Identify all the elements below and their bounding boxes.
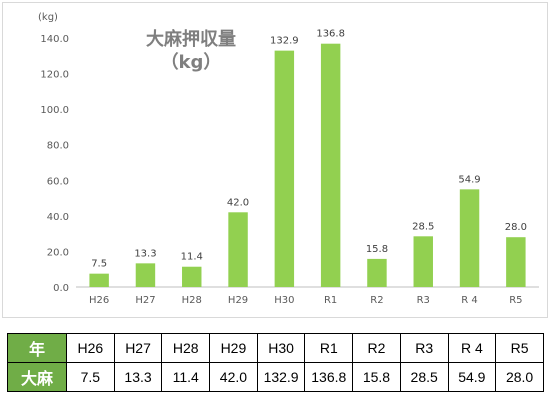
table-cell-value: 15.8 (352, 362, 401, 392)
x-tick-label: H28 (182, 295, 202, 306)
table-cell-year: H28 (161, 333, 211, 363)
x-tick-label: R1 (324, 295, 337, 306)
y-axis-unit-label: (kg) (38, 12, 58, 23)
table-cell-year: R2 (352, 333, 401, 363)
table-cell-year: H30 (256, 333, 306, 363)
data-label: 13.3 (134, 248, 156, 259)
x-tick-label: H26 (89, 295, 109, 306)
bar (506, 237, 526, 287)
table-cell-value: 28.0 (495, 362, 544, 392)
table-row-years: 年 H26 H27 H28 H29 H30 R1 R2 R3 R 4 R5 (7, 333, 544, 363)
bar (135, 263, 156, 287)
bar (320, 43, 341, 287)
data-table: 年 H26 H27 H28 H29 H30 R1 R2 R3 R 4 R5 大麻… (7, 333, 544, 392)
data-label: 15.8 (366, 244, 388, 255)
table-cell-year: H29 (209, 333, 258, 363)
x-tick-label: R5 (509, 295, 522, 306)
table-cell-value: 136.8 (304, 362, 354, 392)
data-label: 42.0 (227, 197, 249, 208)
bar (413, 236, 433, 287)
bar (182, 266, 202, 287)
x-tick-label: H29 (228, 295, 248, 306)
bar (228, 212, 248, 287)
data-label: 11.4 (181, 252, 203, 263)
table-cell-value: 132.9 (256, 362, 306, 392)
table-header-cannabis: 大麻 (7, 362, 67, 392)
chart-title: 大麻押収量 (146, 28, 236, 50)
table-cell-value: 42.0 (209, 362, 258, 392)
y-tick-label: 40.0 (47, 212, 69, 223)
table-cell-value: 28.5 (399, 362, 449, 392)
data-label: 136.8 (316, 29, 345, 40)
table-cell-value: 13.3 (113, 362, 163, 392)
data-label: 132.9 (270, 36, 299, 47)
table-cell-value: 54.9 (447, 362, 497, 392)
y-tick-label: 60.0 (47, 176, 69, 187)
table-cell-year: R 4 (447, 333, 497, 363)
x-tick-label: H27 (135, 295, 155, 306)
bar (367, 258, 387, 287)
x-tick-label: R3 (417, 295, 430, 306)
table-cell-value: 11.4 (161, 362, 211, 392)
bar (274, 50, 295, 288)
table-row-cannabis: 大麻 7.5 13.3 11.4 42.0 132.9 136.8 15.8 2… (7, 362, 544, 392)
data-label: 28.0 (505, 222, 527, 233)
table-cell-year: R3 (399, 333, 449, 363)
chart-title-unit: （kg） (161, 52, 222, 73)
data-label: 54.9 (458, 174, 480, 185)
y-tick-label: 120.0 (40, 70, 69, 81)
y-tick-label: 80.0 (47, 141, 69, 152)
table-cell-year: H26 (66, 333, 115, 363)
bar-chart: (kg) 0.0 20.0 40.0 60.0 80.0 100.0 120.0 140.0 7.… (38, 12, 539, 306)
table-cell-year: R5 (495, 333, 544, 363)
x-tick-label: R 4 (461, 295, 478, 306)
table-cell-year: R1 (304, 333, 354, 363)
y-tick-label: 0.0 (53, 283, 69, 294)
chart-panel: (kg) 0.0 20.0 40.0 60.0 80.0 100.0 120.0 140.0 7.… (2, 2, 548, 318)
y-tick-label: 100.0 (40, 105, 69, 116)
data-label: 28.5 (412, 221, 434, 232)
data-label: 7.5 (91, 259, 107, 270)
table-header-year: 年 (7, 333, 67, 363)
bar (459, 189, 480, 287)
x-tick-label: H30 (274, 295, 294, 306)
bar (89, 273, 109, 287)
x-tick-label: R2 (370, 295, 383, 306)
y-tick-label: 140.0 (40, 34, 69, 45)
table-cell-value: 7.5 (66, 362, 115, 392)
y-tick-label: 20.0 (47, 247, 69, 258)
table-cell-year: H27 (113, 333, 163, 363)
